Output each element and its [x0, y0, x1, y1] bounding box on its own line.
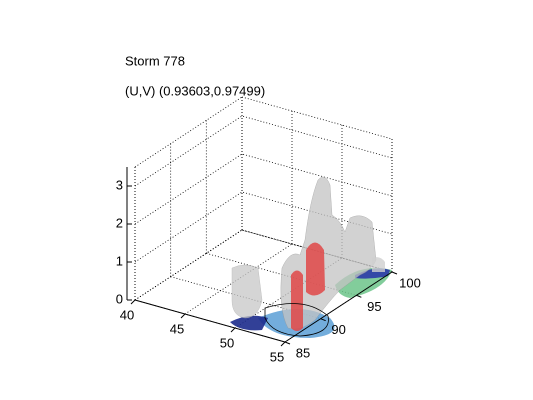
y-tick-label: 90	[331, 322, 345, 337]
x-tick-label: 50	[220, 335, 234, 350]
contour	[264, 303, 329, 337]
grid-line	[134, 191, 393, 263]
x-axis	[134, 299, 286, 343]
y-tick	[391, 271, 398, 275]
grey-surface	[280, 176, 377, 330]
z-tick-label: 0	[116, 291, 123, 306]
grid-line	[134, 229, 243, 301]
box-edge	[241, 96, 393, 140]
z-tick-label: 1	[116, 253, 123, 268]
red-core	[291, 270, 303, 331]
y-tick	[284, 341, 291, 345]
grey-surface	[372, 257, 385, 272]
x-tick	[230, 327, 236, 333]
x-tick-label: 40	[120, 307, 134, 322]
chart-subtitle: (U,V) (0.93603,0.97499)	[125, 83, 265, 98]
red-core	[306, 242, 325, 296]
grey-surface	[231, 264, 263, 319]
box-edge	[134, 96, 243, 168]
y-tick-label: 95	[367, 299, 381, 314]
z-tick-label: 2	[116, 215, 123, 230]
y-tick	[320, 318, 326, 322]
y-axis	[284, 271, 393, 343]
x-tick	[280, 341, 286, 347]
y-tick-label: 100	[399, 275, 421, 290]
floor-blob	[230, 315, 268, 331]
y-tick-label: 85	[296, 345, 310, 360]
axis-layer: 0 1 2 3 40 45 50 55 85 90 95 100	[116, 167, 421, 364]
x-tick-label: 45	[170, 321, 184, 336]
chart-title: Storm 778	[125, 53, 185, 68]
x-tick	[180, 313, 186, 319]
x-tick	[130, 299, 136, 305]
z-tick-label: 3	[116, 177, 123, 192]
y-tick	[356, 294, 362, 298]
x-tick-label: 55	[270, 349, 284, 364]
